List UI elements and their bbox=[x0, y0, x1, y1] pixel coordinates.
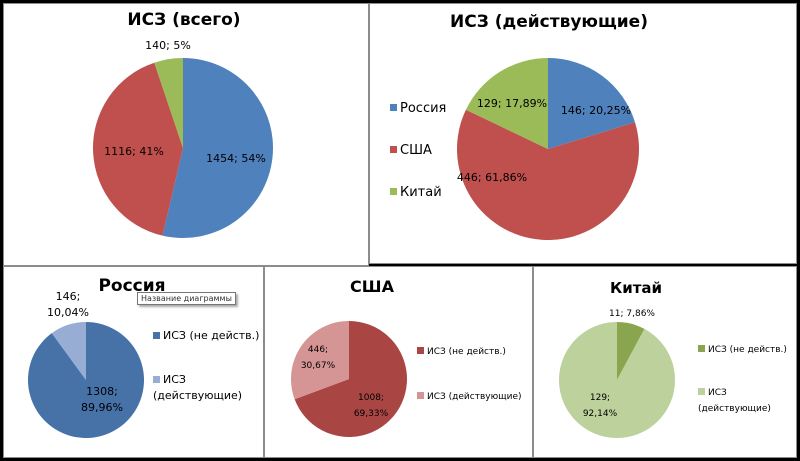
chart-title: ИСЗ (действующие) bbox=[450, 12, 648, 32]
legend-swatch bbox=[390, 146, 397, 153]
data-label: 1008; 69,33% bbox=[353, 393, 389, 419]
legend-label: Китай bbox=[400, 185, 442, 200]
data-label: 146; 20,25% bbox=[560, 104, 632, 117]
chart-title-tooltip: Название диаграммы bbox=[137, 292, 236, 305]
data-label: 446; 30,67% bbox=[300, 345, 336, 371]
data-label: 1116; 41% bbox=[104, 145, 164, 158]
legend-swatch bbox=[698, 388, 705, 395]
legend-item-inactive: ИСЗ (не действ.) bbox=[153, 328, 259, 344]
legend-swatch bbox=[390, 104, 397, 111]
data-label: 1308; 89,96% bbox=[81, 385, 123, 414]
data-label: 1454; 54% bbox=[206, 152, 266, 165]
legend-item-active: ИСЗ (действующие) bbox=[698, 385, 778, 417]
legend-label: ИСЗ (не действ.) bbox=[708, 345, 787, 355]
legend-swatch bbox=[390, 188, 397, 195]
pie-slice[interactable] bbox=[162, 58, 273, 238]
legend-item-active: ИСЗ (действующие) bbox=[417, 389, 522, 405]
legend-swatch bbox=[153, 331, 160, 339]
pie-slice[interactable] bbox=[558, 322, 675, 439]
chart-title: Россия bbox=[98, 276, 166, 296]
legend-item-china: Китай bbox=[390, 185, 442, 201]
legend-item-inactive: ИСЗ (не действ.) bbox=[698, 342, 787, 358]
pie-slice[interactable] bbox=[27, 322, 144, 438]
legend-label: ИСЗ (действующие) bbox=[427, 392, 522, 402]
legend-item-active: ИСЗ (действующие) bbox=[153, 372, 253, 404]
pie-slice[interactable] bbox=[294, 321, 407, 437]
data-label: 11; 7,86% bbox=[609, 309, 655, 319]
data-label: 446; 61,86% bbox=[456, 171, 528, 184]
pie-slice[interactable] bbox=[465, 58, 548, 149]
legend-label: ИСЗ (действующие) bbox=[698, 388, 771, 414]
legend-item-usa: США bbox=[390, 143, 432, 159]
legend-item-russia: Россия bbox=[390, 101, 446, 117]
chart-title: ИСЗ (всего) bbox=[127, 10, 241, 30]
legend-swatch bbox=[417, 347, 424, 354]
pie-slice[interactable] bbox=[456, 109, 639, 241]
legend-item-inactive: ИСЗ (не действ.) bbox=[417, 344, 506, 360]
chart-title: Китай bbox=[609, 279, 663, 297]
pie-slice[interactable] bbox=[291, 321, 349, 400]
legend-label: ИСЗ (не действ.) bbox=[163, 329, 260, 342]
pie-slice[interactable] bbox=[92, 62, 183, 236]
pie-slice[interactable] bbox=[154, 58, 183, 148]
data-label: 129; 92,14% bbox=[582, 393, 618, 419]
legend-label: ИСЗ (не действ.) bbox=[427, 347, 506, 357]
legend-label: США bbox=[400, 143, 432, 158]
chart-title: США bbox=[350, 277, 394, 296]
pie-slice[interactable] bbox=[51, 322, 86, 380]
legend-swatch bbox=[698, 345, 705, 352]
legend-swatch bbox=[153, 375, 160, 383]
pie-slice[interactable] bbox=[548, 58, 635, 149]
legend-label: Россия bbox=[400, 101, 447, 116]
legend-label: ИСЗ (действующие) bbox=[153, 373, 243, 402]
data-label: 140; 5% bbox=[145, 39, 191, 52]
legend-swatch bbox=[417, 392, 424, 399]
data-label: 146; 10,04% bbox=[47, 290, 89, 319]
pie-slice[interactable] bbox=[617, 322, 645, 380]
data-label: 129; 17,89% bbox=[476, 97, 548, 110]
